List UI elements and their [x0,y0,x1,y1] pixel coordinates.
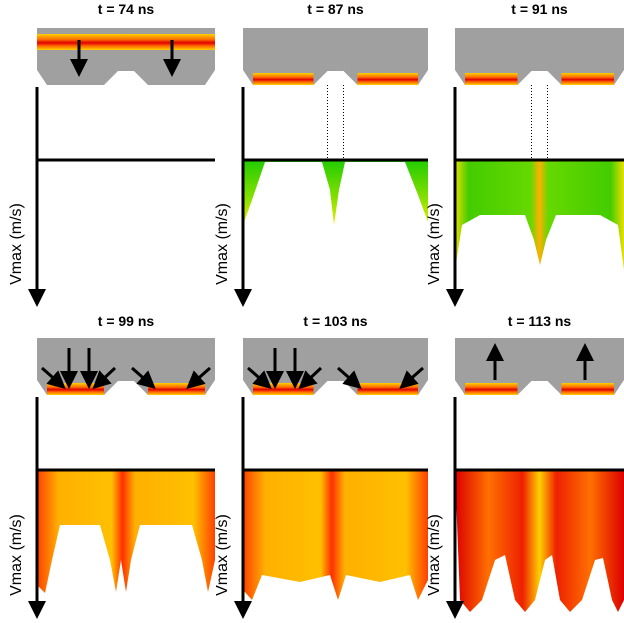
y-axis-label: Vmax (m/s) [214,203,231,285]
panel: t = 99 ns Vmax (m/s) [8,313,215,619]
motion-arrow [399,366,424,389]
hot-band [357,73,418,85]
hot-band [561,73,614,85]
hot-band [561,383,614,395]
velocity-profile [243,160,428,225]
velocity-profile [455,470,624,612]
y-axis-label: Vmax (m/s) [8,203,25,285]
panel-title: t = 91 ns [511,1,568,17]
motion-arrow [131,366,156,389]
motion-arrow [92,366,117,390]
y-axis-label: Vmax (m/s) [214,514,231,596]
motion-arrow [337,366,362,389]
y-axis-label: Vmax (m/s) [426,514,443,596]
sample-block [243,28,428,85]
motion-arrow [186,366,211,389]
panel-title: t = 74 ns [98,1,155,17]
velocity-profile [455,160,624,270]
panel: t = 87 ns Vmax (m/s) [214,1,428,307]
y-axis-label: Vmax (m/s) [426,203,443,285]
panel: t = 113 ns Vmax (m/s) [426,313,624,619]
y-axis-label: Vmax (m/s) [8,514,25,596]
hot-band [357,383,418,395]
panel: t = 74 ns Vmax (m/s) [8,1,215,307]
hot-band [47,383,104,395]
panel: t = 103 ns Vmax (m/s) [214,313,428,619]
hot-band [465,383,518,395]
panel: t = 91 ns Vmax (m/s) [426,1,624,307]
velocity-profile [37,470,215,593]
hot-band [465,73,518,85]
panel-title: t = 103 ns [303,313,367,329]
panel-title: t = 99 ns [98,313,155,329]
velocity-profile [243,470,428,600]
hot-band [253,73,314,85]
motion-arrow [298,366,323,390]
panel-title: t = 87 ns [307,1,364,17]
hot-band [148,383,205,395]
motion-arrow [247,366,272,389]
sample-block [455,28,624,85]
panel-title: t = 113 ns [508,313,572,329]
hot-band [37,34,215,50]
motion-arrow [41,366,66,389]
hot-band [253,383,314,395]
